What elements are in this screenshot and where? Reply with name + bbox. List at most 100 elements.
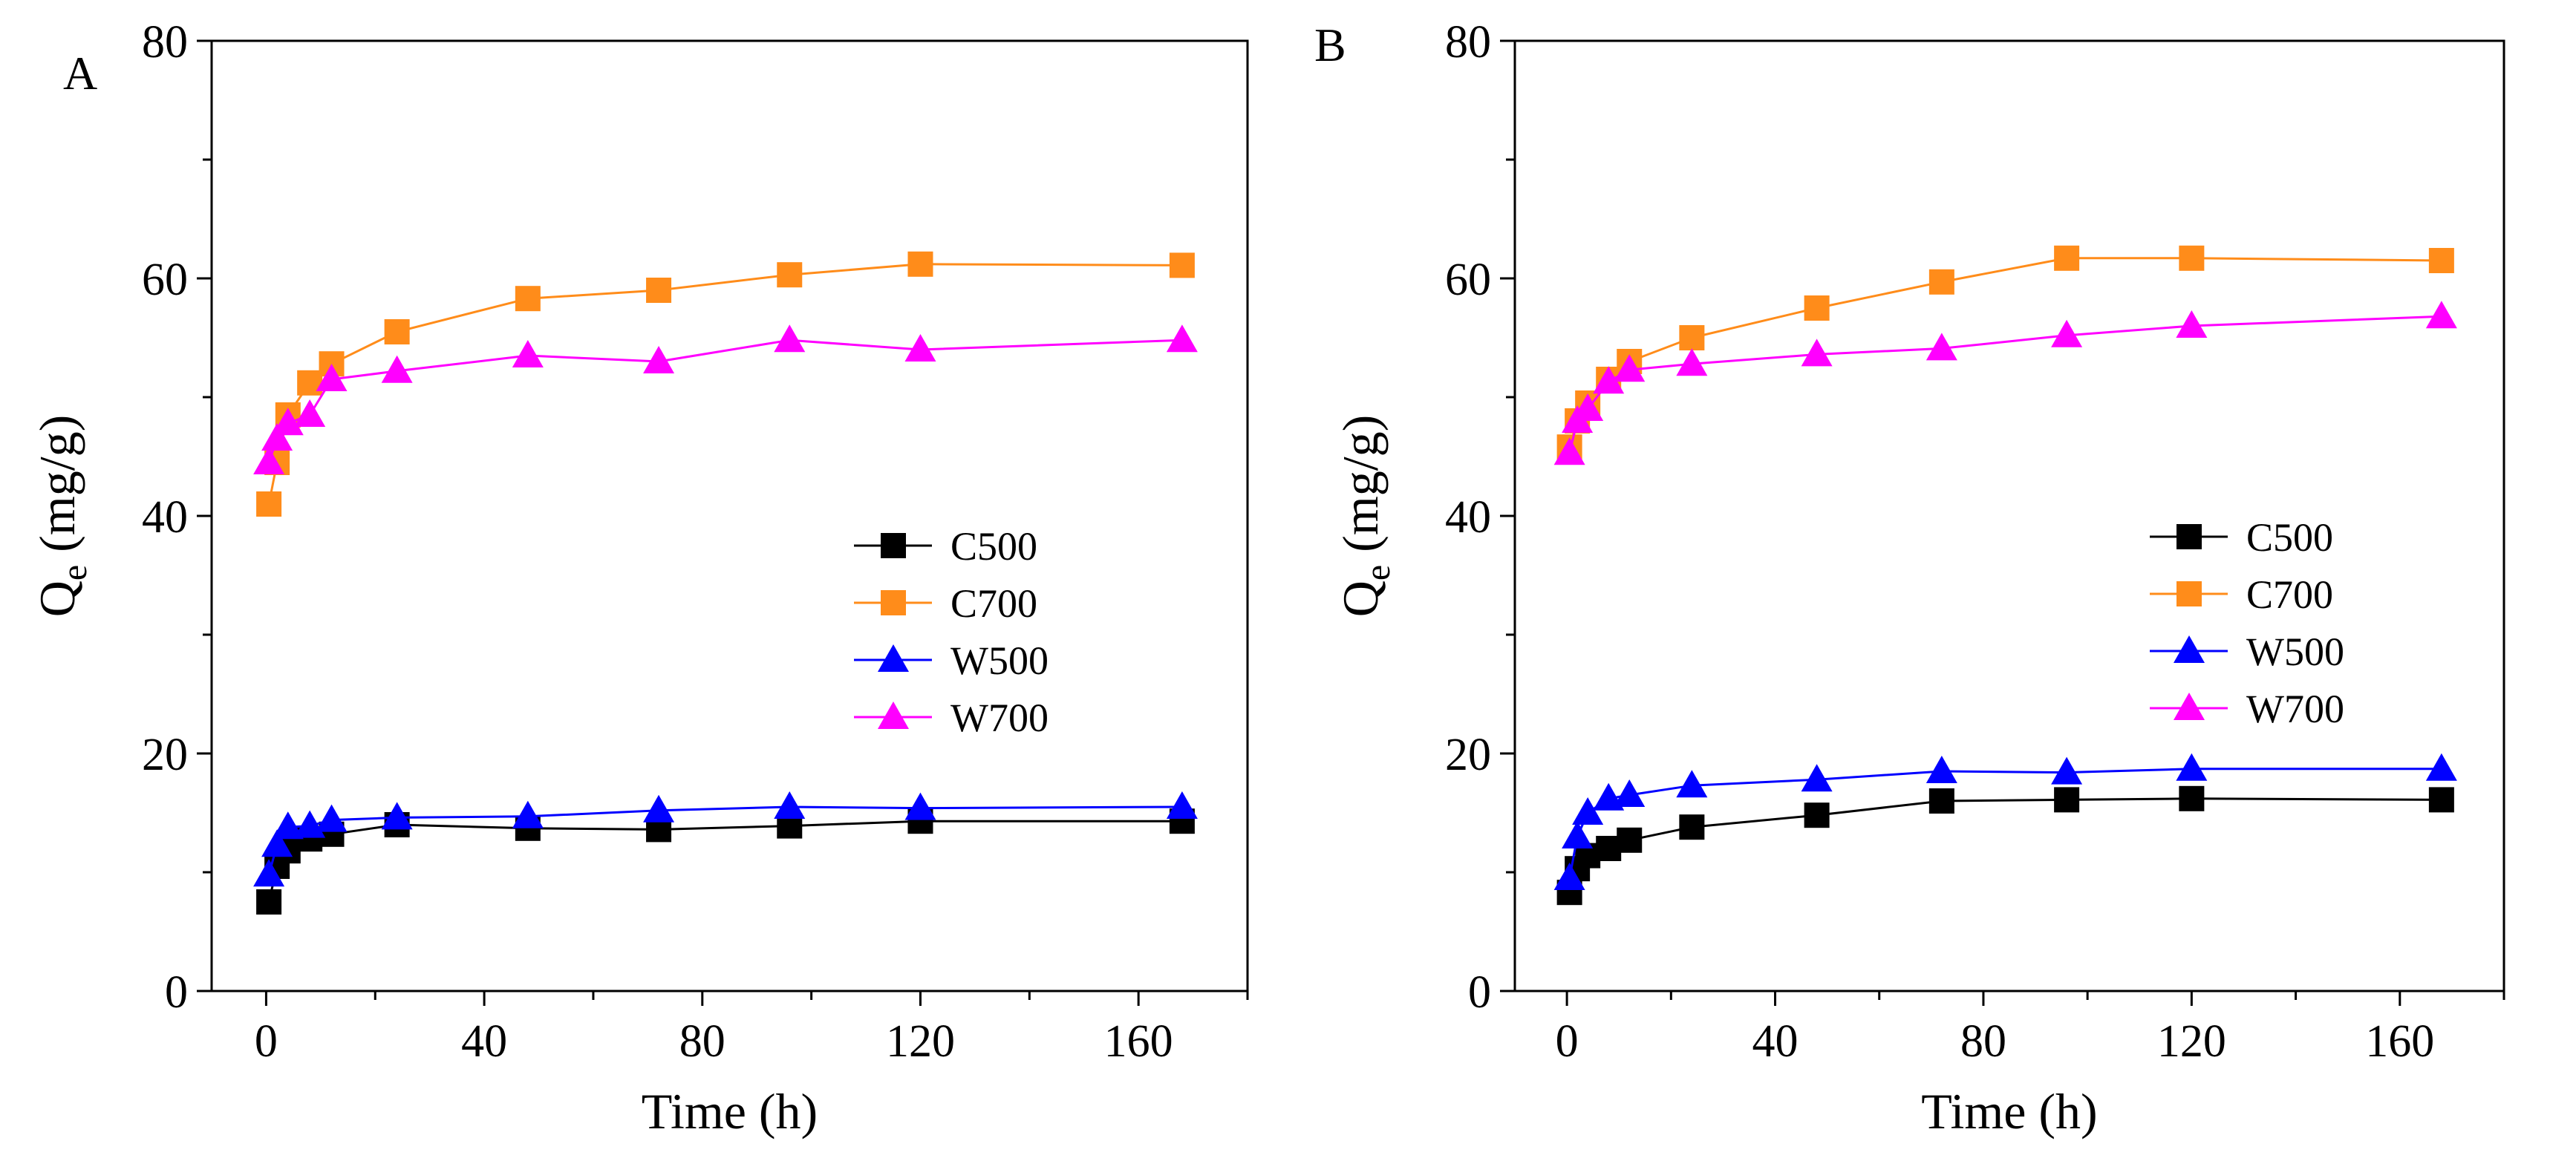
legend-label: C700	[950, 581, 1037, 626]
data-point	[774, 324, 806, 353]
x-tick-label: 40	[461, 1016, 507, 1067]
data-point	[2428, 787, 2454, 813]
data-point	[297, 370, 323, 396]
data-point	[2176, 753, 2208, 781]
data-point	[907, 251, 933, 277]
legend-entry: C700	[2150, 572, 2333, 617]
data-point	[253, 447, 285, 474]
data-point	[643, 794, 675, 822]
legend-marker	[2174, 635, 2205, 663]
data-point	[512, 800, 544, 828]
data-point	[777, 262, 803, 288]
plot-frame	[210, 39, 1249, 992]
data-point	[1679, 814, 1705, 840]
x-tick-label: 160	[1104, 1016, 1173, 1067]
legend-marker	[2176, 524, 2202, 549]
legend-marker	[878, 701, 909, 729]
y-axis-title: Qe (mg/g)	[29, 415, 94, 618]
data-point	[272, 811, 304, 840]
x-tick-label: 120	[886, 1016, 955, 1067]
data-point	[1804, 802, 1830, 828]
y-tick-label: 20	[1445, 730, 1491, 780]
legend-label: C700	[2246, 572, 2333, 617]
data-point	[1593, 366, 1625, 394]
series-c700	[1556, 245, 2454, 460]
data-point	[2425, 301, 2457, 329]
series-w500	[1553, 753, 2457, 890]
data-point	[2428, 248, 2454, 273]
data-point	[774, 791, 806, 819]
legend-label: W500	[2246, 629, 2344, 674]
data-point	[256, 889, 282, 915]
y-tick-label: 80	[142, 17, 188, 68]
legend-marker	[2174, 693, 2205, 720]
y-tick-label: 20	[142, 730, 188, 780]
data-point	[1617, 827, 1643, 853]
data-point	[256, 491, 282, 517]
x-axis-title: Time (h)	[1921, 1083, 2097, 1139]
y-tick-label: 80	[1445, 17, 1491, 68]
data-point	[1572, 393, 1604, 421]
data-point	[2179, 245, 2205, 271]
legend-label: W500	[950, 638, 1049, 683]
data-point	[381, 802, 413, 830]
data-point	[2179, 785, 2205, 811]
data-point	[1553, 863, 1585, 890]
x-tick-label: 80	[1960, 1016, 2006, 1067]
data-point	[2054, 787, 2080, 813]
data-point	[904, 792, 936, 820]
data-point	[384, 319, 410, 344]
x-tick-label: 0	[1556, 1016, 1579, 1067]
series-line	[267, 339, 1182, 463]
data-point	[904, 334, 936, 362]
y-tick-label: 60	[1445, 255, 1491, 305]
panel-label: B	[1314, 19, 1346, 71]
series-line	[267, 805, 1182, 875]
x-tick-label: 80	[679, 1016, 725, 1067]
data-point	[1926, 756, 1957, 783]
y-tick-label: 40	[1445, 492, 1491, 543]
data-point	[261, 829, 293, 857]
data-point	[1801, 339, 1833, 367]
legend-entry: W500	[2150, 629, 2344, 674]
data-point	[643, 346, 675, 373]
legend-label: C500	[950, 524, 1037, 569]
data-point	[1804, 295, 1830, 321]
legend-entry: C500	[854, 524, 1037, 569]
x-axis-title: Time (h)	[642, 1083, 818, 1139]
legend-entry: W700	[2150, 687, 2344, 731]
y-tick-label: 0	[165, 967, 188, 1018]
data-point	[2051, 319, 2083, 347]
legend-entry: W500	[854, 638, 1049, 683]
series-w500	[253, 791, 1198, 887]
y-axis-title: Qe (mg/g)	[1332, 415, 1398, 618]
series-c700	[256, 251, 1195, 517]
data-point	[2425, 753, 2457, 781]
data-point	[515, 286, 541, 312]
data-point	[1926, 333, 1957, 361]
panel-b: B 0 40 80 120 160 0 20 40 60 80 Time (h) Qe (mg/g) C5…	[1314, 17, 2505, 1139]
series-line	[1568, 257, 2442, 448]
legend-entry: W700	[854, 696, 1049, 740]
legend-label: W700	[950, 696, 1049, 740]
data-point	[1166, 324, 1198, 353]
x-tick-label: 120	[2157, 1016, 2226, 1067]
data-point	[1928, 269, 1954, 295]
legend-label: C500	[2246, 515, 2333, 560]
data-point	[1553, 437, 1585, 465]
panel-a: A 0 40 80 120 160 0 20 40 60 80 Time (h) Qe (mg/g) C5…	[29, 17, 1249, 1139]
data-point	[1676, 770, 1708, 798]
x-tick-label: 0	[255, 1016, 278, 1067]
legend-marker	[878, 644, 909, 672]
data-point	[1928, 788, 1954, 814]
data-point	[2176, 310, 2208, 338]
series-c500	[256, 808, 1195, 915]
data-point	[316, 364, 348, 391]
data-point	[272, 408, 304, 436]
y-tick-label: 40	[142, 492, 188, 543]
legend: C500 C700 W500 W700	[854, 524, 1049, 740]
data-point	[1169, 252, 1195, 278]
data-point	[316, 804, 348, 832]
data-point	[1562, 821, 1594, 848]
